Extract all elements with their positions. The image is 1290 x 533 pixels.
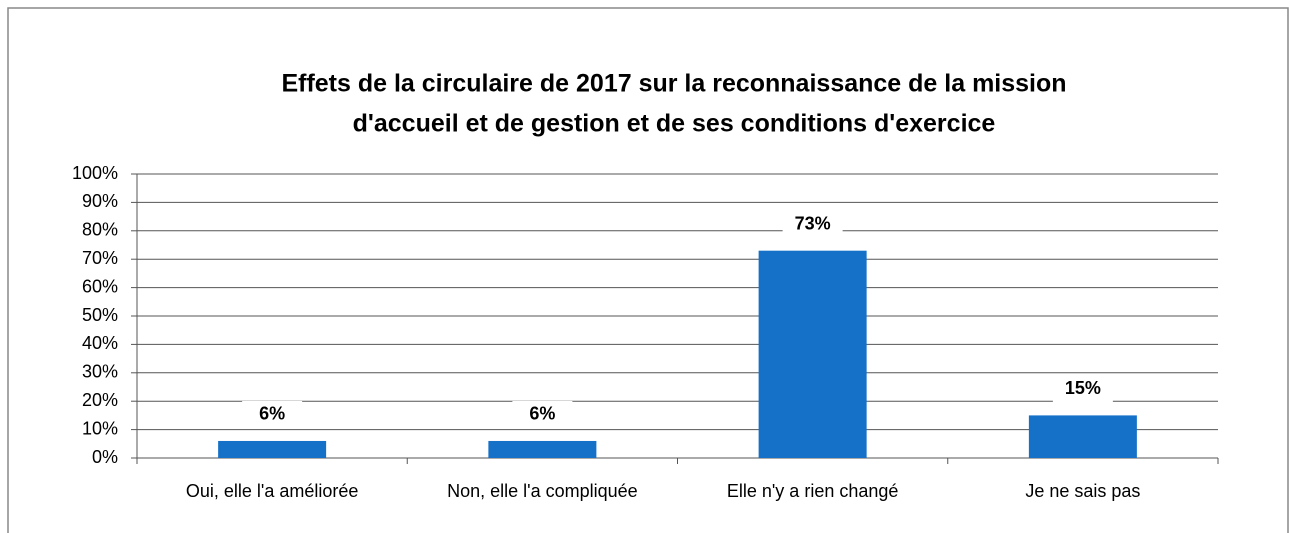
x-tick-label: Elle n'y a rien changé — [727, 481, 899, 501]
y-tick-label: 10% — [82, 418, 118, 438]
value-label: 73% — [795, 213, 831, 233]
x-tick-label: Non, elle l'a compliquée — [447, 481, 638, 501]
value-label: 15% — [1065, 378, 1101, 398]
value-label: 6% — [259, 404, 285, 424]
value-label-bg — [242, 400, 303, 429]
chart-title: Effets de la circulaire de 2017 sur la r… — [281, 70, 1066, 98]
bar — [488, 440, 597, 458]
chart-title: d'accueil et de gestion et de ses condit… — [353, 110, 996, 138]
y-tick-label: 60% — [82, 276, 118, 296]
x-tick-label: Je ne sais pas — [1025, 481, 1140, 501]
bar — [218, 440, 327, 458]
bar — [758, 250, 867, 458]
y-tick-label: 40% — [82, 333, 118, 353]
value-label: 6% — [529, 404, 555, 424]
value-label-bg — [512, 400, 573, 429]
y-tick-label: 100% — [72, 163, 118, 183]
frame — [7, 7, 1289, 533]
y-tick-label: 20% — [82, 390, 118, 410]
value-label-bg — [1052, 375, 1113, 404]
x-tick-label: Oui, elle l'a améliorée — [186, 481, 359, 501]
y-tick-label: 30% — [82, 362, 118, 382]
y-tick-label: 70% — [82, 248, 118, 268]
y-tick-label: 50% — [82, 305, 118, 325]
y-tick-label: 0% — [92, 447, 118, 467]
bar — [1028, 415, 1137, 458]
y-tick-label: 90% — [82, 191, 118, 211]
value-label-bg — [782, 210, 843, 239]
y-tick-label: 80% — [82, 220, 118, 240]
